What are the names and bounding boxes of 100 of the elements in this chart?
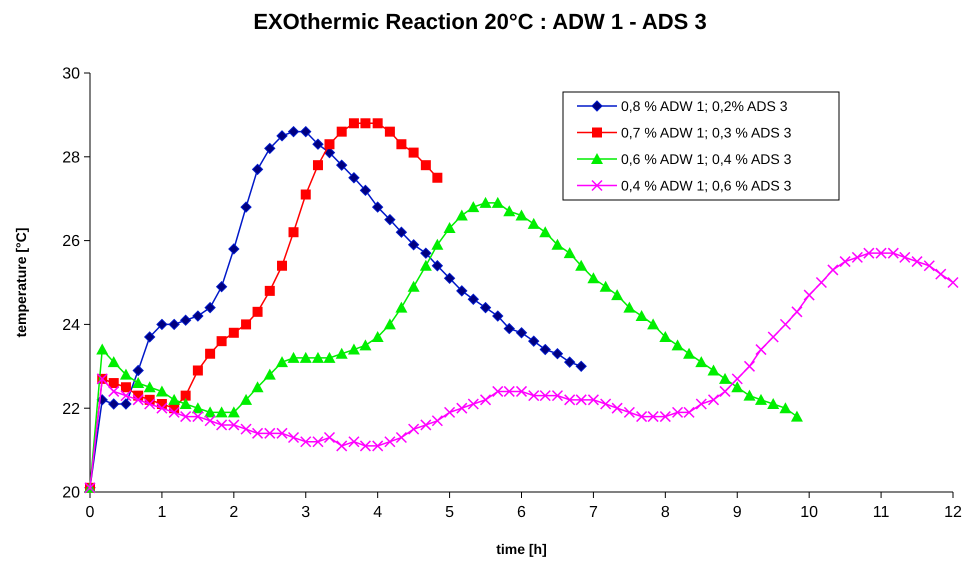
point: [156, 385, 168, 396]
point: [503, 205, 516, 216]
point: [216, 336, 227, 346]
point: [264, 286, 275, 296]
point: [456, 285, 468, 296]
point: [432, 260, 443, 272]
point: [240, 202, 252, 213]
point: [528, 218, 540, 229]
x-tick-label: 12: [944, 504, 962, 521]
legend-label: 0,6 % ADW 1; 0,4 % ADS 3: [621, 150, 792, 167]
point: [516, 209, 528, 220]
chart-title: EXOthermic Reaction 20°C : ADW 1 - ADS 3: [253, 9, 707, 34]
x-tick-label: 10: [800, 504, 818, 521]
point: [516, 327, 527, 338]
point: [600, 280, 612, 292]
point: [360, 118, 370, 128]
point: [120, 382, 131, 392]
point: [348, 344, 360, 355]
point: [492, 196, 504, 208]
y-tick-label: 22: [62, 400, 80, 418]
point: [288, 352, 300, 363]
point: [372, 118, 383, 128]
point: [480, 302, 492, 314]
x-tick-label: 2: [229, 504, 238, 521]
point: [384, 126, 395, 137]
x-tick-label: 8: [660, 504, 670, 521]
point: [467, 201, 480, 212]
point: [754, 394, 767, 405]
point: [324, 139, 334, 150]
point: [120, 368, 132, 380]
y-tick-label: 20: [62, 484, 80, 502]
point: [228, 243, 240, 254]
point: [252, 381, 264, 392]
point: [683, 348, 696, 359]
point: [743, 390, 756, 401]
point: [240, 394, 252, 405]
point: [719, 372, 732, 384]
point: [180, 314, 192, 326]
point: [372, 202, 384, 213]
x-tick-label: 5: [445, 504, 454, 521]
point: [192, 310, 204, 322]
point: [241, 319, 252, 330]
point: [587, 272, 600, 284]
point: [276, 356, 288, 368]
point: [252, 306, 263, 317]
point: [396, 139, 406, 150]
point: [708, 364, 720, 376]
point: [790, 410, 803, 422]
point: [564, 356, 576, 368]
point: [108, 356, 120, 368]
point: [144, 381, 156, 392]
point: [252, 164, 264, 175]
point: [277, 260, 288, 271]
point: [216, 281, 228, 292]
point: [552, 348, 563, 360]
point: [312, 352, 324, 363]
y-tick-label: 30: [62, 66, 80, 83]
x-tick-label: 3: [301, 504, 310, 521]
point: [431, 238, 444, 250]
point: [300, 352, 312, 363]
point: [492, 310, 504, 322]
point: [360, 184, 371, 196]
point: [539, 226, 552, 238]
y-axis-title: temperature [°C]: [13, 228, 29, 338]
point: [264, 368, 276, 380]
legend-label: 0,7 % ADW 1; 0,3 % ADS 3: [621, 124, 792, 140]
point: [408, 280, 420, 292]
point: [551, 238, 564, 250]
point: [180, 390, 191, 401]
point: [468, 294, 479, 305]
point: [384, 318, 396, 330]
y-tick-label: 26: [62, 233, 80, 250]
point: [144, 331, 156, 342]
point: [731, 381, 744, 392]
point: [767, 398, 780, 410]
point: [359, 339, 372, 350]
point: [504, 323, 515, 334]
point: [156, 318, 168, 330]
point: [288, 126, 300, 138]
point: [420, 248, 432, 259]
point: [192, 365, 203, 376]
point: [336, 160, 348, 171]
point: [408, 239, 420, 250]
x-tick-label: 4: [373, 504, 382, 521]
x-tick-label: 1: [157, 504, 166, 521]
y-tick-label: 28: [62, 149, 80, 166]
point: [300, 126, 312, 138]
point: [108, 378, 119, 388]
point: [420, 260, 432, 271]
point: [96, 344, 108, 355]
point: [228, 328, 239, 338]
point: [480, 196, 492, 208]
point: [348, 118, 359, 128]
point: [420, 160, 431, 170]
point: [623, 302, 636, 313]
point: [576, 360, 587, 372]
point: [276, 130, 288, 142]
point: [336, 126, 347, 137]
point: [636, 310, 648, 322]
point: [348, 172, 360, 184]
